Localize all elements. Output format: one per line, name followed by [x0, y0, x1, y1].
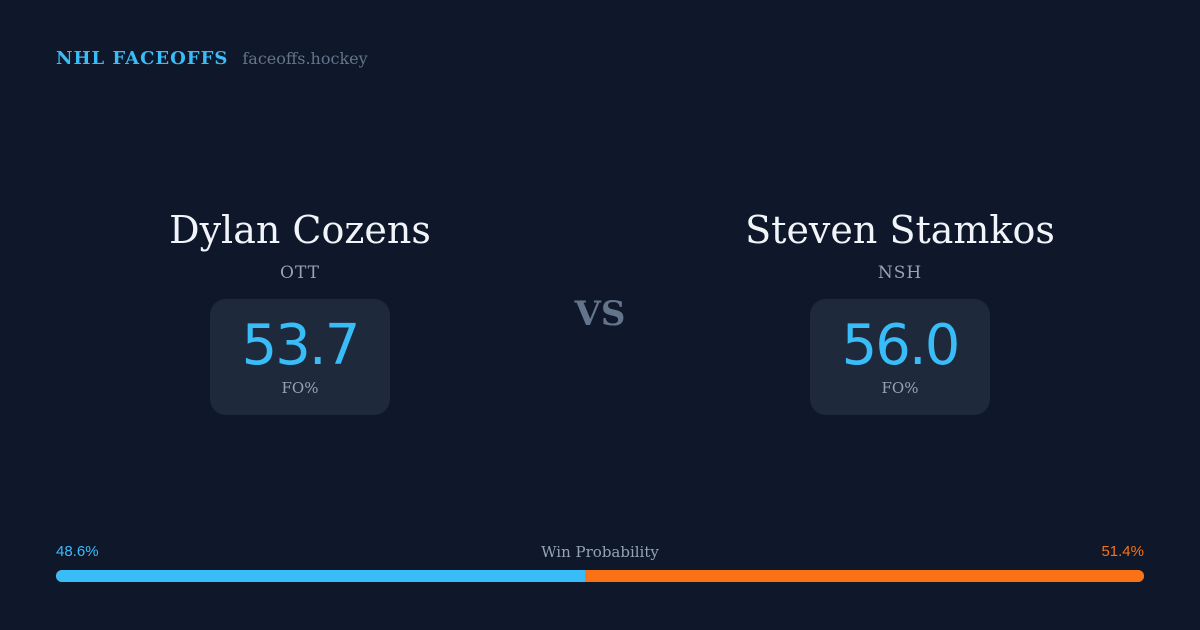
left-probability: 48.6% [56, 543, 99, 560]
stat-label: FO% [881, 379, 919, 397]
stat-label: FO% [281, 379, 319, 397]
site-url: faceoffs.hockey [242, 49, 368, 68]
left-probability-fill [56, 570, 585, 582]
player-name: Steven Stamkos [745, 208, 1055, 252]
faceoff-percentage: 56.0 [841, 313, 961, 378]
versus-label: VS [574, 294, 626, 334]
app-title: NHL FACEOFFS [56, 48, 229, 69]
faceoff-percentage: 53.7 [241, 313, 361, 378]
stat-card: 56.0 FO% [809, 299, 991, 415]
right-probability-fill [584, 570, 1144, 582]
player-right: Steven Stamkos NSH 56.0 FO% [650, 205, 1150, 415]
win-probability-title: Win Probability [541, 543, 659, 561]
player-team: NSH [877, 263, 923, 283]
win-probability-labels: Win Probability 48.6% 51.4% [56, 543, 1144, 563]
player-name: Dylan Cozens [169, 208, 431, 252]
win-probability-bar [56, 570, 1144, 582]
right-probability: 51.4% [1101, 543, 1144, 560]
player-left: Dylan Cozens OTT 53.7 FO% [50, 205, 550, 415]
stat-card: 53.7 FO% [209, 299, 391, 415]
brand-header: NHL FACEOFFS faceoffs.hockey [56, 48, 368, 69]
player-team: OTT [280, 263, 320, 283]
